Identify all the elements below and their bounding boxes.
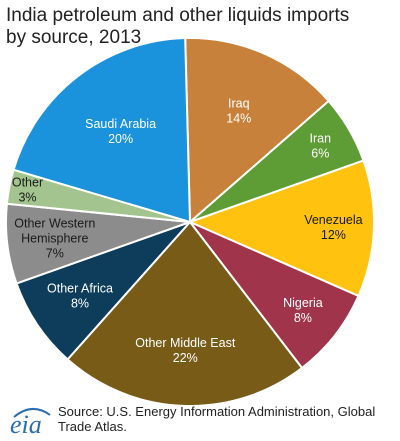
eia-logo-text: eia	[10, 410, 42, 439]
eia-logo: eia	[8, 406, 54, 439]
slice-label-text-nigeria: Nigeria	[283, 296, 323, 310]
slice-label-text-other: Other	[12, 176, 43, 190]
slice-label-text-other-middle-east: Other Middle East	[135, 336, 236, 350]
slice-label-text-other-western-hemisphere: Other Western Hemisphere	[14, 216, 95, 245]
slice-value-iraq: 14%	[226, 111, 251, 125]
slice-label-text-iran: Iran	[310, 131, 332, 145]
slice-value-other-africa: 8%	[71, 296, 89, 310]
slice-value-other: 3%	[18, 191, 36, 205]
chart-footer: eia Source: U.S. Energy Information Admi…	[8, 400, 398, 440]
slice-value-other-western-hemisphere: 7%	[46, 246, 64, 260]
chart-title-line-1: India petroleum and other liquids import…	[6, 5, 350, 26]
pie-slice-saudi-arabia	[12, 37, 192, 224]
slice-value-venezuela: 12%	[321, 228, 346, 242]
slice-label-text-iraq: Iraq	[228, 96, 250, 110]
slice-label-text-other-africa: Other Africa	[47, 281, 113, 295]
pie-slice-iraq	[184, 37, 331, 225]
slice-value-other-middle-east: 22%	[173, 351, 198, 365]
pie-slice-nigeria	[189, 221, 360, 370]
chart-title-line-2: by source, 2013	[6, 27, 142, 48]
slice-label-text-venezuela: Venezuela	[304, 213, 362, 227]
source-note: Source: U.S. Energy Information Administ…	[58, 404, 376, 434]
pie-slice-other-middle-east	[66, 220, 304, 407]
pie-slice-venezuela	[187, 159, 375, 298]
eia-logo-arc-icon	[13, 408, 51, 418]
slice-value-saudi-arabia: 20%	[108, 132, 133, 146]
slice-value-nigeria: 8%	[294, 311, 312, 325]
chart-title: India petroleum and other liquids import…	[6, 5, 396, 49]
slice-value-iran: 6%	[311, 146, 329, 160]
slice-label-text-saudi-arabia: Saudi Arabia	[85, 117, 156, 131]
pie-slice-other-africa	[15, 221, 191, 361]
